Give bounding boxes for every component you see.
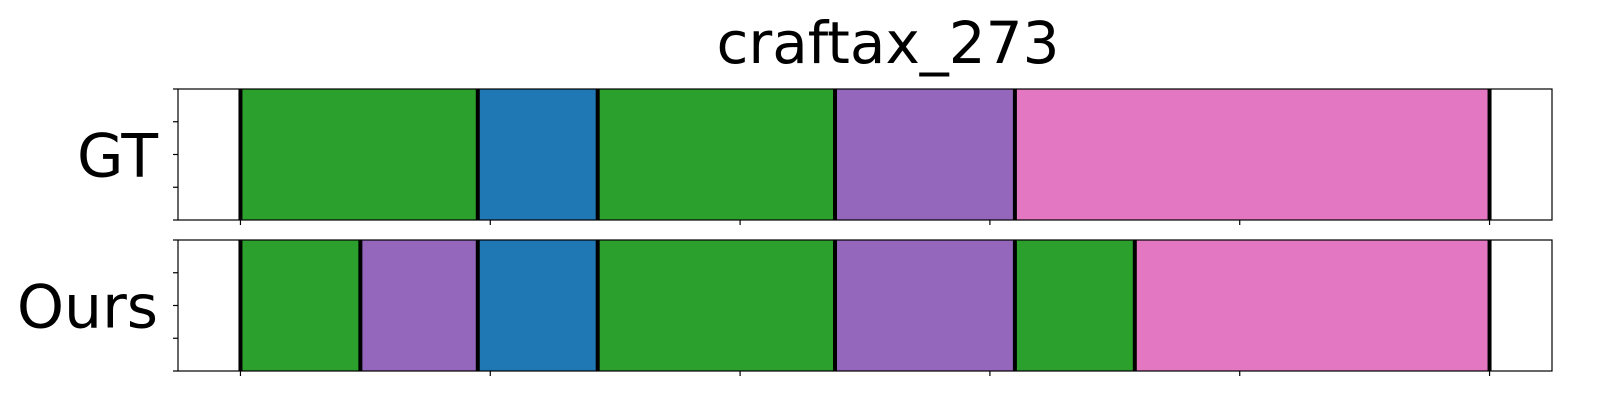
segment-ours-6 <box>1014 240 1135 371</box>
segment-ours-5 <box>835 240 1015 371</box>
panel-ours: Ours <box>17 239 1553 376</box>
row-label-ours: Ours <box>17 273 158 343</box>
segment-gt-4 <box>835 89 1015 220</box>
segment-ours-2 <box>360 240 478 371</box>
segment-ours-4 <box>597 240 836 371</box>
segment-gt-1 <box>240 89 478 220</box>
chart-title: craftax_273 <box>717 9 1060 77</box>
segment-ours-1 <box>240 240 361 371</box>
segment-gt-2 <box>477 89 598 220</box>
segment-ours-3 <box>477 240 598 371</box>
panel-gt: GT <box>77 88 1553 225</box>
timeline-panels: GT Ours <box>17 88 1553 376</box>
segment-gt-3 <box>597 89 836 220</box>
segment-gt-5 <box>1014 89 1490 220</box>
row-label-gt: GT <box>77 122 158 192</box>
segment-ours-7 <box>1134 240 1490 371</box>
